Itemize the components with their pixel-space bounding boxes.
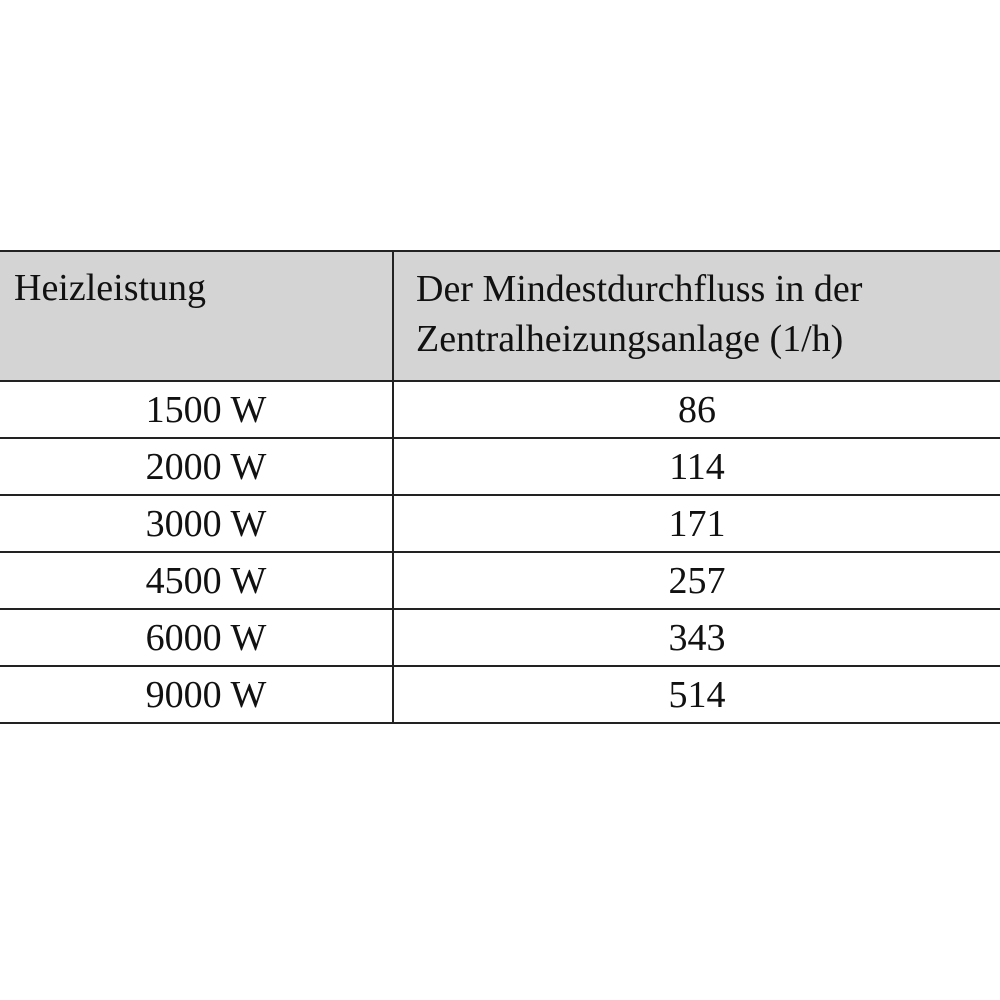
cell-heating-power: 4500 W [0, 551, 394, 610]
cell-heating-power: 9000 W [0, 665, 394, 724]
table-row: 6000 W 343 [0, 608, 1000, 667]
cell-min-flow: 171 [392, 494, 1000, 553]
cell-heating-power: 1500 W [0, 380, 394, 439]
table-row: 2000 W 114 [0, 437, 1000, 496]
table-row: 3000 W 171 [0, 494, 1000, 553]
table-row: 4500 W 257 [0, 551, 1000, 610]
cell-heating-power: 6000 W [0, 608, 394, 667]
flow-rate-table: Heizleistung Der Mindestdurchfluss in de… [0, 250, 1000, 724]
table-row: 1500 W 86 [0, 380, 1000, 439]
cell-min-flow: 114 [392, 437, 1000, 496]
column-header-min-flow: Der Mindestdurchfluss in der Zentralheiz… [392, 250, 1000, 382]
cell-heating-power: 2000 W [0, 437, 394, 496]
cell-min-flow: 86 [392, 380, 1000, 439]
table-header-row: Heizleistung Der Mindestdurchfluss in de… [0, 250, 1000, 382]
column-header-heating-power: Heizleistung [0, 250, 394, 382]
cell-heating-power: 3000 W [0, 494, 394, 553]
cell-min-flow: 514 [392, 665, 1000, 724]
cell-min-flow: 343 [392, 608, 1000, 667]
cell-min-flow: 257 [392, 551, 1000, 610]
table-row: 9000 W 514 [0, 665, 1000, 724]
